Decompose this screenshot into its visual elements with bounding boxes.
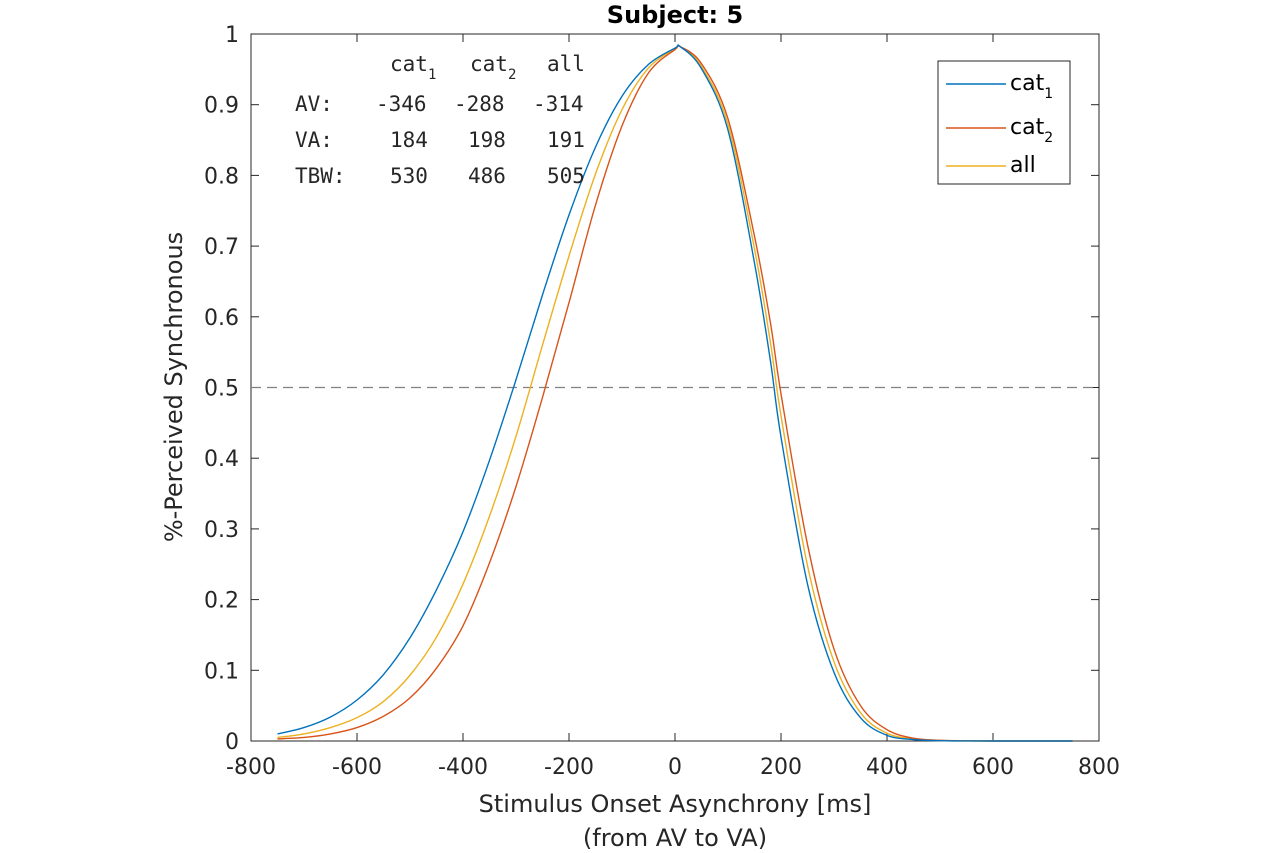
x-axis-label-line2: (from AV to VA) — [583, 824, 767, 852]
x-tick-label: -400 — [438, 755, 488, 780]
y-tick-label: 1 — [225, 23, 239, 48]
annotation-value: 486 — [468, 164, 506, 188]
y-tick-label: 0 — [225, 730, 239, 755]
y-tick-label: 0.2 — [204, 589, 239, 614]
x-tick-label: -200 — [544, 755, 594, 780]
x-tick-label: 400 — [866, 755, 908, 780]
annotation-row-label: AV: — [295, 92, 333, 116]
y-tick-label: 0.4 — [204, 447, 239, 472]
legend-entry: cat2 — [1010, 115, 1053, 146]
legend-entry: cat1 — [1010, 71, 1053, 102]
legend-box — [937, 60, 1071, 185]
y-tick-label: 0.7 — [204, 235, 239, 260]
annotation-value: 198 — [468, 128, 506, 152]
annotation-value: 505 — [547, 164, 585, 188]
annotation-header: all — [547, 52, 585, 76]
x-tick-label: 600 — [972, 755, 1014, 780]
y-tick-label: 0.9 — [204, 94, 239, 119]
annotation-row-label: VA: — [295, 128, 333, 152]
axis-ticks — [250, 33, 1100, 742]
x-tick-labels: -800 -600 -400 -200 0 200 400 600 800 — [226, 755, 1120, 780]
x-axis-label: Stimulus Onset Asynchrony [ms] — [479, 790, 872, 818]
y-tick-label: 0.3 — [204, 518, 239, 543]
annotation-value: -314 — [533, 92, 584, 116]
annotation-value: 184 — [390, 128, 428, 152]
annotation-header: cat1 — [390, 52, 436, 83]
y-tick-label: 0.6 — [204, 306, 239, 331]
legend-entry: all — [1010, 153, 1036, 178]
y-tick-label: 0.8 — [204, 164, 239, 189]
x-tick-label: -600 — [332, 755, 382, 780]
x-tick-label: 0 — [668, 755, 682, 780]
annotation-value: -346 — [376, 92, 427, 116]
x-tick-label: -800 — [226, 755, 276, 780]
chart-title: Subject: 5 — [607, 1, 743, 29]
y-tick-labels: 0 0.1 0.2 0.3 0.4 0.5 0.6 0.7 0.8 0.9 1 — [204, 23, 239, 755]
annotation-row-label: TBW: — [295, 164, 346, 188]
annotation-header: cat2 — [470, 52, 516, 83]
annotation-table: cat1 cat2 all AV: -346 -288 -314 VA: 184 198 191 TB… — [295, 52, 585, 188]
legend: cat1 cat2 all — [937, 60, 1071, 185]
y-tick-label: 0.1 — [204, 659, 239, 684]
annotation-value: 191 — [547, 128, 585, 152]
series-lines — [277, 44, 1073, 742]
annotation-value: 530 — [390, 164, 428, 188]
y-axis-label: %-Perceived Synchronous — [160, 232, 188, 542]
y-tick-label: 0.5 — [204, 377, 239, 402]
series-line-cat1 — [277, 44, 1073, 742]
x-tick-label: 800 — [1078, 755, 1120, 780]
x-tick-label: 200 — [760, 755, 802, 780]
annotation-value: -288 — [454, 92, 505, 116]
